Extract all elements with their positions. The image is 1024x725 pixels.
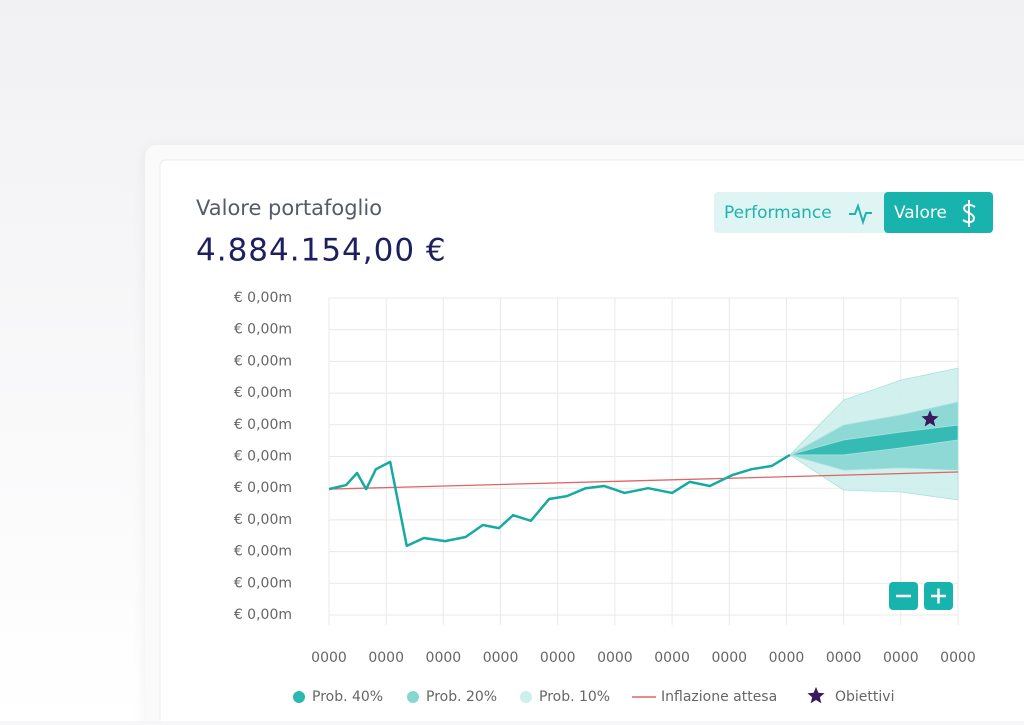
card-title: Valore portafoglio	[196, 196, 382, 220]
y-tick-label: € 0,00m	[234, 449, 292, 465]
x-tick-label: 0000	[597, 650, 633, 666]
x-tick-label: 0000	[883, 650, 919, 666]
x-tick-label: 0000	[711, 650, 747, 666]
legend-label: Obiettivi	[835, 689, 894, 705]
chart: € 0,00m € 0,00m € 0,00m € 0,00m € 0,00m € 0,0…	[234, 290, 976, 705]
x-tick-label: 0000	[311, 650, 347, 666]
x-tick-label: 0000	[769, 650, 805, 666]
y-tick-label: € 0,00m	[234, 290, 292, 306]
legend-swatch	[407, 691, 419, 703]
y-tick-label: € 0,00m	[234, 607, 292, 623]
legend-label: Inflazione attesa	[661, 689, 777, 705]
toggle-label[interactable]: Performance	[724, 203, 832, 223]
legend-swatch	[807, 687, 825, 704]
x-tick-label: 0000	[483, 650, 519, 666]
goal-star	[921, 410, 939, 427]
y-tick-label: € 0,00m	[234, 544, 292, 560]
legend-swatch	[293, 691, 305, 703]
x-tick-label: 0000	[826, 650, 862, 666]
legend-label: Prob. 10%	[539, 689, 610, 705]
portfolio-line	[328, 453, 791, 548]
dollar-icon	[962, 200, 976, 227]
zoom-out[interactable]	[889, 582, 918, 610]
portfolio-value: 4.884.154,00 €	[196, 233, 447, 269]
plus-icon	[931, 588, 946, 604]
inflation-line	[328, 471, 959, 490]
y-tick-label: € 0,00m	[234, 575, 292, 591]
x-tick-label: 0000	[426, 650, 462, 666]
toggle-bg[interactable]	[884, 192, 993, 233]
x-tick-label: 0000	[654, 650, 690, 666]
legend-label: Prob. 20%	[426, 689, 497, 705]
zoom-in[interactable]	[924, 582, 953, 610]
y-tick-label: € 0,00m	[234, 353, 292, 369]
toggle-performance[interactable]: Performance	[714, 192, 890, 233]
y-tick-label: € 0,00m	[234, 385, 292, 401]
toggle-bg[interactable]	[714, 192, 890, 233]
y-tick-label: € 0,00m	[234, 417, 292, 433]
legend-label: Prob. 40%	[312, 689, 383, 705]
y-tick-label: € 0,00m	[234, 512, 292, 528]
x-tick-label: 0000	[368, 650, 404, 666]
x-tick-label: 0000	[540, 650, 576, 666]
probability-band	[789, 424, 959, 456]
toggle-label[interactable]: Valore	[894, 203, 947, 223]
y-tick-label: € 0,00m	[234, 480, 292, 496]
x-tick-label: 0000	[940, 650, 976, 666]
legend-swatch	[520, 691, 532, 703]
y-tick-label: € 0,00m	[234, 322, 292, 338]
pulse-icon	[849, 202, 872, 226]
toggle-valore[interactable]: Valore	[884, 192, 993, 233]
